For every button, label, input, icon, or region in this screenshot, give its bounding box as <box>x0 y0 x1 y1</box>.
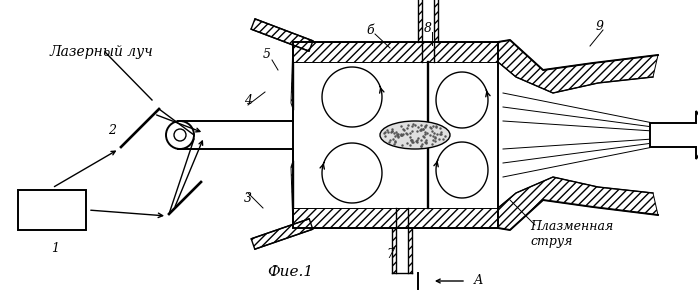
Text: б: б <box>366 24 374 36</box>
Text: 1: 1 <box>51 241 59 255</box>
Text: Фие.1: Фие.1 <box>267 265 313 279</box>
Bar <box>18 190 86 230</box>
Polygon shape <box>498 177 658 230</box>
Polygon shape <box>293 42 498 62</box>
Polygon shape <box>293 208 498 228</box>
Text: Плазменная
струя: Плазменная струя <box>530 220 614 248</box>
Text: 4: 4 <box>244 93 252 106</box>
Polygon shape <box>392 228 396 273</box>
Text: 9: 9 <box>596 19 604 33</box>
Text: 2: 2 <box>108 123 116 136</box>
Polygon shape <box>251 219 313 249</box>
Polygon shape <box>434 0 438 42</box>
Text: Лазерный луч: Лазерный луч <box>50 45 154 59</box>
Polygon shape <box>291 161 293 228</box>
Text: 5: 5 <box>263 49 271 61</box>
Text: А: А <box>473 275 483 288</box>
Polygon shape <box>418 0 422 42</box>
Polygon shape <box>498 40 658 93</box>
Text: 3: 3 <box>244 191 252 205</box>
Ellipse shape <box>380 121 450 149</box>
Polygon shape <box>251 19 313 51</box>
Polygon shape <box>408 228 412 273</box>
Text: 7: 7 <box>386 248 394 261</box>
Polygon shape <box>291 42 293 109</box>
Bar <box>293 42 498 228</box>
Text: 8: 8 <box>424 21 432 34</box>
Polygon shape <box>650 111 698 159</box>
